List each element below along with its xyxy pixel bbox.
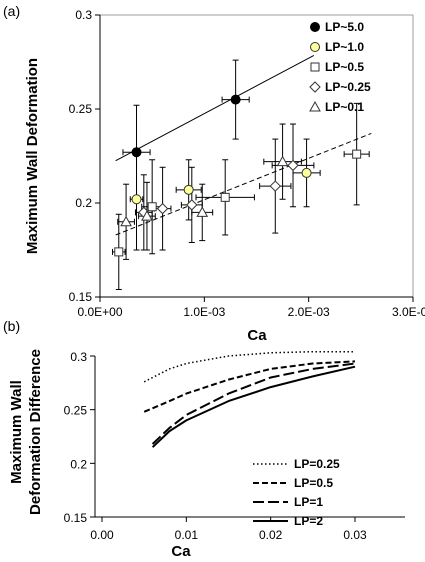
panel-a-legend-marker (310, 62, 320, 72)
panel-b-label: (b) (3, 318, 20, 334)
panel-a-data-point (120, 215, 132, 227)
panel-b-y-tick-label: 0.25 (64, 404, 88, 418)
panel-b-legend-label: LP=2 (294, 514, 323, 528)
panel-a-data-point (131, 147, 142, 158)
panel-b-lines (143, 350, 356, 448)
panel-a-data-point (114, 247, 124, 257)
panel-a-plot-frame (99, 14, 414, 298)
panel-a-y-tick-label: 0.25 (69, 102, 93, 116)
panel-a-x-tick-label: 0.0E+00 (77, 305, 122, 319)
panel-a-legend-marker (309, 81, 321, 93)
panel-a-x-tick-label: 3.0E-03 (392, 305, 425, 319)
panel-b-y-tick-label: 0.3 (70, 350, 87, 364)
panel-a-data-point (131, 194, 142, 205)
panel-b-ticks: 0.00 0.01 0.02 0.03 0.15 0.2 0.25 0.3 (64, 350, 367, 542)
panel-a-y-tick-label: 0.2 (75, 196, 92, 210)
panel-b-legend: LP=0.25 LP=0.5 LP=1 LP=2 (253, 457, 340, 528)
panel-a-points (114, 94, 362, 257)
panel-a-data-point (276, 155, 289, 167)
panel-b-x-tick-label: 0.03 (343, 528, 367, 542)
panel-a-legend-label: LP~1.0 (325, 40, 364, 54)
panel-a-trendline (115, 54, 315, 162)
panel-a-legend-marker (310, 42, 320, 52)
panel-b-series-line (151, 365, 356, 448)
panel-a-trendlines (115, 54, 372, 236)
panel-a-y-tick-label: 0.15 (69, 290, 93, 304)
panel-a-x-axis-title: Ca (247, 327, 267, 344)
panel-a-data-point (287, 159, 299, 172)
panel-a-legend-label: LP~0.1 (325, 100, 364, 114)
panel-b-y-axis-title-line2: Deformation Difference (27, 349, 44, 515)
panel-a-y-tick-label: 0.3 (75, 8, 92, 22)
panel-b-y-tick-label: 0.2 (70, 457, 87, 471)
panel-a-data-point (352, 149, 362, 159)
panel-a-legend-label: LP~0.5 (325, 60, 364, 74)
panel-a-legend-label: LP~0.25 (325, 80, 371, 94)
panel-a-legend-marker (310, 22, 320, 32)
panel-a-data-point (147, 202, 157, 212)
panel-a-trendline (115, 132, 372, 236)
panel-a-data-point (186, 199, 198, 211)
panel-a-data-point (230, 94, 241, 105)
panel-a-data-point (183, 184, 194, 195)
panel-b-x-tick-label: 0.00 (90, 528, 114, 542)
panel-a-data-point (269, 180, 281, 192)
panel-a-data-point (196, 206, 209, 217)
panel-b-series-line (143, 360, 356, 413)
panel-b-legend-label: LP=0.5 (294, 476, 333, 490)
panel-b-series-line (151, 362, 356, 445)
panel-a-label: (a) (3, 3, 20, 19)
panel-b-series-line (143, 350, 355, 383)
panel-b-legend-label: LP=0.25 (294, 457, 340, 471)
panel-b-y-tick-label: 0.15 (64, 511, 88, 525)
panel-a-x-tick-label: 2.0E-03 (288, 305, 330, 319)
panel-b: (b) 0.00 0.01 0.02 0.03 0.15 0.2 0.25 0.3 Ca Ma… (3, 318, 405, 560)
panel-b-y-axis-title-line1: Maximum Wall (8, 380, 25, 484)
panel-a-data-point (156, 202, 169, 215)
panel-b-x-tick-label: 0.01 (175, 528, 199, 542)
panel-a-x-tick-label: 1.0E-03 (183, 305, 225, 319)
panel-a-data-point (220, 192, 230, 202)
panel-a-ticks: 0.0E+00 1.0E-03 2.0E-03 3.0E-03 0.15 0.2 0.25 0… (69, 8, 425, 319)
panel-a: (a) 0.0E+001.0E-032.0E-033.0E-030.150.20… (3, 3, 425, 344)
panel-a-y-axis-title: Maximum Wall Deformation (24, 58, 41, 254)
panel-b-legend-label: LP=1 (294, 495, 323, 509)
panel-a-data-point (141, 210, 153, 221)
panel-a-legend: LP~5.0 LP~1.0 LP~0.5 LP~0.25 LP~0.1 (309, 20, 371, 114)
panel-a-legend-label: LP~5.0 (325, 20, 364, 34)
panel-a-data-point (301, 167, 312, 178)
panel-b-x-axis-title: Ca (171, 543, 191, 560)
panel-a-legend-marker (309, 100, 321, 112)
panel-b-x-tick-label: 0.02 (259, 528, 283, 542)
